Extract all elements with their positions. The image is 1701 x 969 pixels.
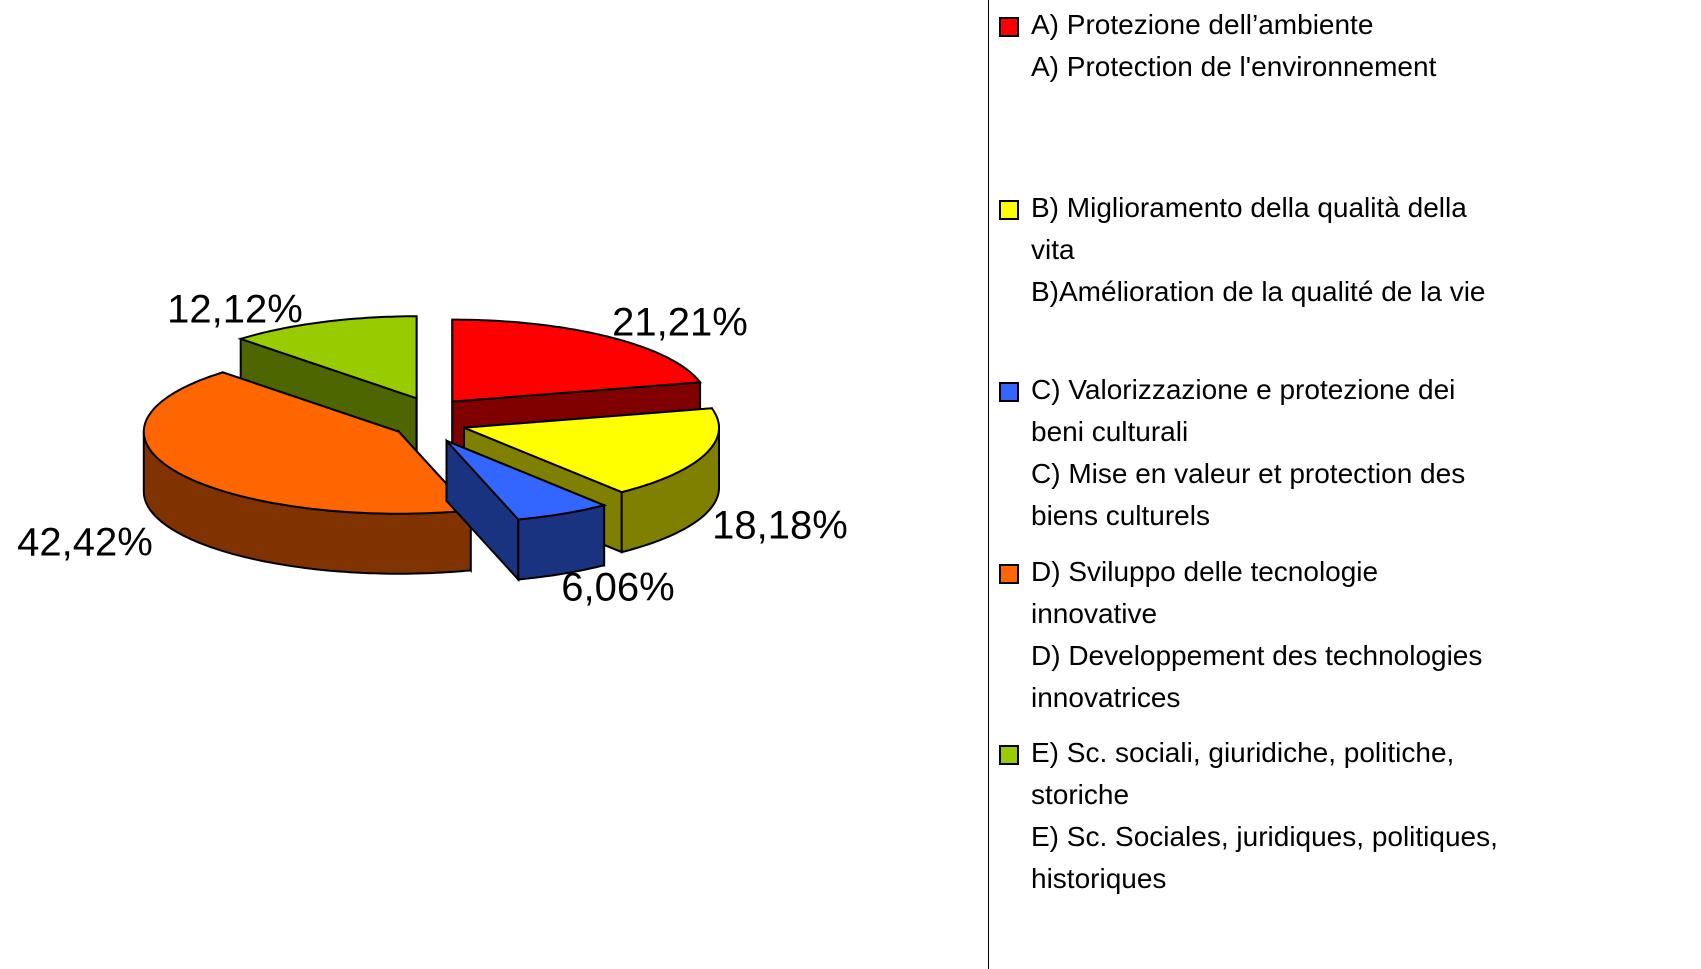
data-label: 12,12%: [167, 288, 303, 332]
legend-label: D) Sviluppo delle tecnologie innovative …: [1031, 556, 1483, 713]
legend-label: E) Sc. sociali, giuridiche, politiche, s…: [1031, 737, 1498, 894]
legend-swatch: [999, 382, 1019, 402]
slice: [463, 407, 720, 494]
legend: A) Protezione dell’ambiente A) Protectio…: [988, 0, 1700, 969]
data-label: 6,06%: [561, 566, 674, 610]
legend-swatch: [999, 745, 1019, 765]
legend-swatch: [999, 17, 1019, 37]
data-label: 42,42%: [17, 521, 153, 565]
slice: [445, 439, 608, 521]
slice: [451, 318, 703, 403]
legend-swatch: [999, 200, 1019, 220]
data-label: 18,18%: [712, 504, 848, 548]
data-label: 21,21%: [612, 301, 748, 345]
legend-swatch: [999, 564, 1019, 584]
legend-label: B) Miglioramento della qualità della vit…: [1031, 192, 1486, 307]
legend-label: A) Protezione dell’ambiente A) Protectio…: [1031, 9, 1437, 82]
legend-label: C) Valorizzazione e protezione dei beni …: [1031, 374, 1466, 531]
slice: [237, 315, 418, 400]
slice: [142, 371, 473, 515]
chart: 21,21% 18,18% 6,06% 42,42% 12,12%: [17, 288, 848, 610]
